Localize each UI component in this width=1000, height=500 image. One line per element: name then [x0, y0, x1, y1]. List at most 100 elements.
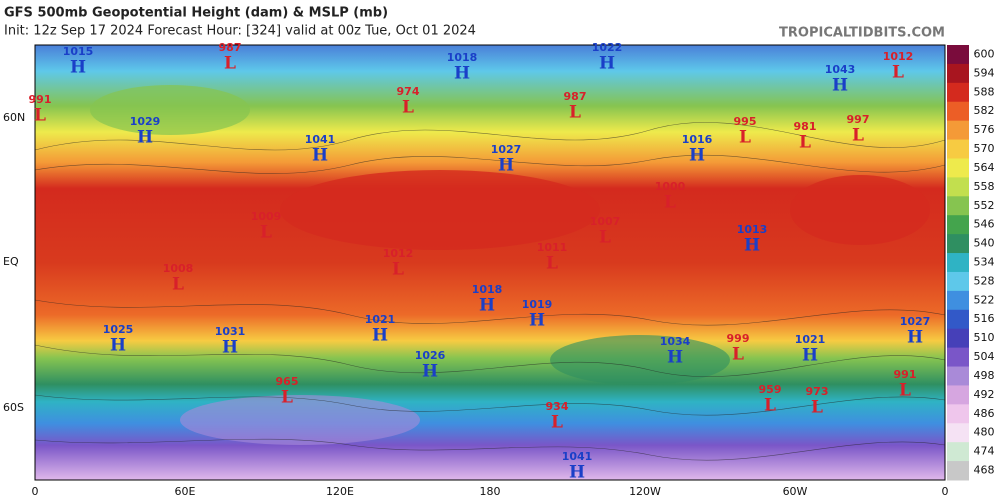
- colorbar-swatch: [947, 253, 969, 273]
- pressure-center: H: [907, 328, 923, 348]
- ridge: [280, 170, 600, 250]
- lon-label: 180: [480, 485, 501, 498]
- pressure-value: 1022: [592, 41, 623, 54]
- pressure-center: H: [422, 362, 438, 382]
- colorbar-label: 492: [974, 388, 995, 401]
- lat-label: EQ: [3, 255, 19, 268]
- subtitle: Init: 12z Sep 17 2024 Forecast Hour: [32…: [4, 24, 476, 39]
- colorbar-swatch: [947, 234, 969, 254]
- colorbar-label: 498: [974, 369, 995, 382]
- pressure-value: 1021: [795, 333, 826, 346]
- pressure-value: 981: [794, 120, 817, 133]
- pressure-center: L: [260, 223, 272, 243]
- pressure-center: L: [281, 388, 293, 408]
- colorbar-swatch: [947, 290, 969, 311]
- trough: [550, 335, 730, 385]
- pressure-center: L: [402, 98, 414, 118]
- lon-label: 60W: [783, 485, 808, 498]
- pressure-center: L: [764, 396, 776, 416]
- pressure-value: 995: [734, 115, 757, 128]
- lat-label: 60N: [3, 111, 25, 124]
- colorbar-swatch: [947, 366, 969, 386]
- trough: [90, 85, 250, 135]
- pressure-value: 1027: [491, 143, 522, 156]
- pressure-value: 934: [546, 400, 569, 413]
- colorbar-label: 552: [974, 199, 995, 212]
- pressure-value: 1013: [737, 223, 768, 236]
- site-name: TROPICALTIDBITS.COM: [779, 26, 945, 41]
- pressure-value: 974: [397, 85, 420, 98]
- pressure-value: 1016: [682, 133, 713, 146]
- lat-label: 60S: [3, 401, 24, 414]
- colorbar-label: 522: [974, 293, 995, 306]
- pressure-value: 1012: [383, 247, 414, 260]
- colorbar-swatch: [947, 45, 969, 65]
- pressure-value: 973: [806, 385, 829, 398]
- colorbar-label: 540: [974, 237, 995, 250]
- pressure-center: H: [529, 311, 545, 331]
- pressure-center: L: [739, 128, 751, 148]
- pressure-value: 987: [564, 90, 587, 103]
- pressure-center: L: [664, 193, 676, 213]
- pressure-value: 1008: [163, 262, 194, 275]
- lon-label: 120E: [326, 485, 354, 498]
- lon-label: 0: [942, 485, 949, 498]
- pressure-center: H: [70, 58, 86, 78]
- colorbar-swatch: [947, 423, 969, 443]
- pressure-center: H: [667, 348, 683, 368]
- pressure-value: 1015: [63, 45, 94, 58]
- pressure-center: L: [546, 254, 558, 274]
- pressure-center: L: [392, 260, 404, 280]
- pressure-value: 1019: [522, 298, 553, 311]
- pressure-value: 1012: [883, 50, 914, 63]
- pressure-value: 1031: [215, 325, 246, 338]
- colorbar-swatch: [947, 442, 969, 462]
- colorbar-label: 576: [974, 123, 995, 136]
- pressure-value: 991: [29, 93, 52, 106]
- pressure-value: 1026: [415, 349, 446, 362]
- pressure-center: L: [551, 413, 563, 433]
- pressure-center: L: [811, 398, 823, 418]
- colorbar-label: 564: [974, 161, 995, 174]
- colorbar-swatch: [947, 139, 969, 159]
- pressure-value: 1034: [660, 335, 691, 348]
- pressure-value: 987: [219, 41, 242, 54]
- colorbar-label: 528: [974, 274, 995, 287]
- pressure-value: 965: [276, 375, 299, 388]
- pressure-value: 1021: [365, 313, 396, 326]
- contours: [34, 122, 946, 461]
- colorbar-label: 510: [974, 331, 995, 344]
- pressure-center: L: [852, 126, 864, 146]
- pressure-value: 959: [759, 383, 782, 396]
- pressure-value: 1018: [447, 51, 478, 64]
- colorbar-label: 570: [974, 142, 995, 155]
- colorbar-swatch: [947, 461, 969, 481]
- pressure-center: L: [799, 133, 811, 153]
- pressure-center: L: [569, 103, 581, 123]
- colorbar-label: 546: [974, 218, 995, 231]
- ridge: [790, 175, 930, 245]
- colorbar-label: 504: [974, 350, 995, 363]
- colorbar-swatch: [947, 101, 969, 122]
- colorbar-swatch: [947, 271, 969, 292]
- pressure-value: 997: [847, 113, 870, 126]
- pressure-center: H: [479, 296, 495, 316]
- colorbar-label: 480: [974, 426, 995, 439]
- pressure-value: 1041: [305, 133, 336, 146]
- pressure-center: H: [454, 64, 470, 84]
- pressure-center: H: [110, 336, 126, 356]
- pressure-value: 991: [894, 368, 917, 381]
- pressure-center: L: [892, 63, 904, 83]
- pressure-center: H: [137, 128, 153, 148]
- colorbar-swatch: [947, 82, 969, 103]
- pressure-value: 1041: [562, 450, 593, 463]
- lon-label: 60E: [175, 485, 196, 498]
- pressure-center: L: [732, 345, 744, 365]
- pressure-center: L: [172, 275, 184, 295]
- trough: [180, 395, 420, 445]
- colorbar-swatch: [947, 309, 969, 330]
- pressure-center: H: [569, 463, 585, 483]
- pressure-value: 1009: [251, 210, 282, 223]
- colorbar-label: 594: [974, 66, 995, 79]
- colorbar-swatch: [947, 215, 969, 235]
